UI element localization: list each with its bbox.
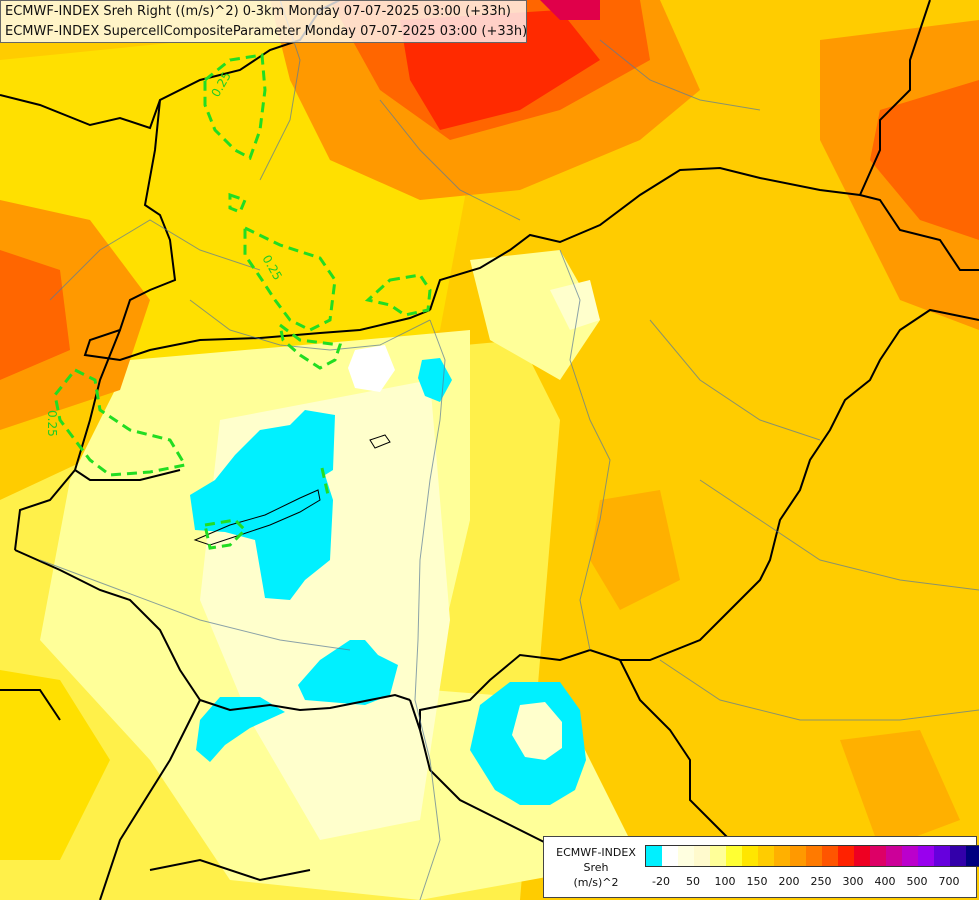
field-magenta-north [540,0,600,20]
legend-tick-label: 300 [842,875,864,888]
field-cyan-north [418,358,452,402]
legend-swatches [645,845,979,867]
field-orange-se2 [840,730,960,850]
legend-title-line-1: ECMWF-INDEX [556,846,636,859]
legend-swatch [742,846,758,866]
legend-swatch [918,846,934,866]
legend-swatch [662,846,678,866]
legend-tick-label: 100 [714,875,736,888]
legend-title: ECMWF-INDEX Sreh (m/s)^2 [550,845,642,890]
legend-swatch [934,846,950,866]
legend-swatch [870,846,886,866]
legend-swatch [694,846,710,866]
map-title-line-1: ECMWF-INDEX Sreh Right ((m/s)^2) 0-3km M… [5,4,511,19]
legend-tick-label: 700 [938,875,960,888]
field-cyan-south2 [196,697,285,762]
legend-swatch [790,846,806,866]
lake-balaton [193,489,321,546]
field-cyan-balaton [190,410,335,600]
legend-swatch [886,846,902,866]
legend-tick-label: 200 [778,875,800,888]
legend-swatch [806,846,822,866]
legend-swatch [966,846,979,866]
legend-swatch [902,846,918,866]
legend-ticks: -20 50 100 150 200 250 300 400 500 700 [645,875,973,891]
map-title-line-2: ECMWF-INDEX SupercellCompositeParameter … [5,24,528,39]
field-white-north [348,345,395,392]
legend-swatch [678,846,694,866]
legend-swatch [758,846,774,866]
legend-swatch [710,846,726,866]
contour-label-3: 0.25 [45,410,59,437]
legend-swatch [774,846,790,866]
legend-swatch [822,846,838,866]
legend-swatch [726,846,742,866]
field-pale-north [470,250,600,380]
field-redorange-ne [870,80,979,240]
field-orange-west [0,200,150,430]
field-cyan-south1 [298,640,398,705]
legend-tick-label: -20 [652,875,670,888]
scp-contours [53,53,432,550]
legend-tick-label: 250 [810,875,832,888]
rivers [39,0,979,900]
legend-tick-label: 500 [906,875,928,888]
legend-tick-label: 150 [746,875,768,888]
legend-title-line-2: Sreh [583,861,609,874]
small-lake [369,434,391,449]
legend-title-line-3: (m/s)^2 [573,876,619,889]
legend-tick-label: 50 [686,875,700,888]
field-redorange-west [0,250,70,380]
legend-tick-label: 400 [874,875,896,888]
field-palest-north [550,280,600,330]
field-yellow-sw-edge [0,670,110,860]
field-ring-center [512,702,562,760]
field-orange-se1 [590,490,680,610]
legend-swatch [646,846,662,866]
map-title-box: ECMWF-INDEX Sreh Right ((m/s)^2) 0-3km M… [0,0,527,43]
legend-swatch [838,846,854,866]
color-legend: ECMWF-INDEX Sreh (m/s)^2 -20 50 100 150 200 2… [543,836,979,898]
legend-swatch [854,846,870,866]
legend-swatch [950,846,966,866]
